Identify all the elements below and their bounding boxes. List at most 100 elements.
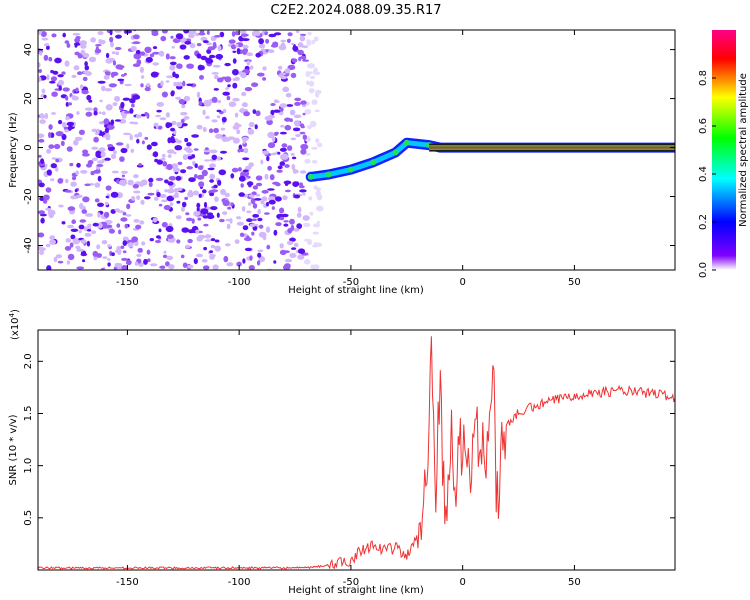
noise-speckle-dot [86, 240, 91, 247]
noise-speckle-dot [77, 71, 83, 76]
noise-speckle-dot [159, 265, 166, 269]
noise-speckle-dot [193, 148, 199, 151]
noise-speckle-dot [68, 102, 72, 106]
noise-speckle-dot [94, 198, 100, 203]
noise-speckle-dot [278, 65, 283, 70]
noise-speckle-dot [165, 261, 170, 267]
noise-speckle-dot [267, 142, 276, 149]
noise-speckle-dot [260, 159, 264, 165]
noise-speckle-dot [132, 94, 141, 100]
noise-speckle-dot [292, 228, 300, 232]
noise-speckle-dot [282, 86, 290, 93]
noise-speckle-dot [215, 133, 223, 139]
noise-speckle-dot [152, 62, 160, 66]
noise-speckle-dot [48, 144, 55, 149]
noise-speckle-dot [57, 260, 64, 264]
noise-speckle-dot [249, 65, 254, 70]
noise-speckle-dot [182, 154, 188, 161]
noise-speckle-dot [206, 49, 212, 54]
noise-speckle-dot [180, 206, 185, 212]
noise-speckle-dot [111, 51, 116, 55]
noise-speckle-dot [155, 239, 161, 244]
noise-speckle-dot [122, 250, 127, 254]
noise-speckle-dot [246, 60, 251, 66]
y-tick-label: 1.5 [23, 406, 34, 422]
noise-speckle-dot [186, 63, 195, 69]
noise-speckle-dot [107, 144, 114, 148]
noise-speckle-dot [165, 122, 173, 128]
noise-speckle-dot [201, 259, 208, 263]
noise-speckle-dot [135, 114, 142, 119]
noise-speckle-dot [316, 205, 324, 212]
noise-speckle-dot [283, 180, 292, 185]
noise-speckle-dot [268, 33, 277, 38]
noise-speckle-dot [236, 48, 241, 55]
noise-speckle-dot [309, 75, 315, 80]
noise-speckle-dot [197, 165, 204, 171]
noise-speckle-dot [191, 134, 200, 138]
noise-speckle-dot [211, 119, 218, 123]
noise-speckle-dot [193, 174, 198, 179]
noise-speckle-dot [299, 182, 303, 187]
noise-speckle-dot [265, 38, 270, 44]
noise-speckle-dot [304, 158, 311, 164]
noise-speckle-dot [302, 59, 310, 62]
noise-speckle-dot [291, 163, 296, 171]
noise-speckle-dot [244, 87, 253, 92]
noise-speckle-dot [168, 264, 175, 270]
noise-speckle-dot [257, 208, 262, 215]
noise-speckle-dot [109, 30, 113, 36]
noise-speckle-dot [75, 36, 81, 40]
noise-speckle-dot [116, 223, 121, 228]
noise-speckle-dot [104, 127, 109, 133]
noise-speckle-dot [192, 190, 199, 196]
noise-speckle-dot [115, 142, 124, 146]
noise-speckle-dot [61, 71, 66, 75]
noise-speckle-dot [155, 235, 161, 239]
noise-speckle-dot [148, 177, 154, 183]
noise-speckle-dot [97, 80, 106, 84]
noise-speckle-dot [214, 239, 220, 243]
noise-speckle-dot [290, 152, 295, 156]
noise-speckle-dot [222, 199, 230, 207]
noise-speckle-dot [303, 222, 311, 228]
noise-speckle-dot [222, 211, 228, 216]
spectrogram-marks [38, 30, 675, 270]
noise-speckle-dot [284, 189, 291, 193]
noise-speckle-dot [197, 64, 204, 71]
noise-speckle-dot [264, 173, 269, 180]
noise-speckle-dot [85, 111, 93, 117]
noise-speckle-dot [293, 43, 296, 51]
noise-speckle-dot [198, 32, 206, 36]
noise-speckle-dot [67, 224, 74, 229]
noise-speckle-dot [163, 250, 167, 254]
noise-speckle-dot [50, 163, 57, 169]
noise-speckle-dot [138, 163, 142, 167]
noise-speckle-dot [88, 56, 97, 63]
noise-speckle-dot [306, 41, 312, 46]
noise-speckle-dot [241, 206, 246, 212]
noise-speckle-dot [241, 91, 247, 97]
x-tick-label: -50 [343, 577, 359, 588]
noise-speckle-dot [299, 170, 307, 174]
track-point [307, 173, 314, 180]
noise-speckle-dot [158, 203, 163, 207]
noise-speckle-dot [121, 170, 128, 174]
noise-speckle-dot [75, 245, 81, 250]
noise-speckle-dot [93, 107, 98, 113]
noise-speckle-dot [218, 169, 227, 176]
noise-speckle-dot [251, 191, 257, 196]
snr-marks [38, 336, 675, 570]
noise-speckle-dot [65, 116, 70, 121]
noise-speckle-dot [195, 229, 200, 234]
noise-speckle-dot [84, 232, 92, 237]
noise-speckle-dot [297, 49, 304, 56]
noise-speckle-dot [217, 179, 222, 186]
noise-speckle-dot [315, 190, 322, 197]
y-tick-label: 1.0 [23, 458, 34, 474]
noise-speckle-dot [211, 72, 219, 75]
noise-speckle-dot [269, 114, 273, 121]
noise-speckle-dot [271, 152, 277, 156]
noise-speckle-dot [181, 104, 186, 109]
